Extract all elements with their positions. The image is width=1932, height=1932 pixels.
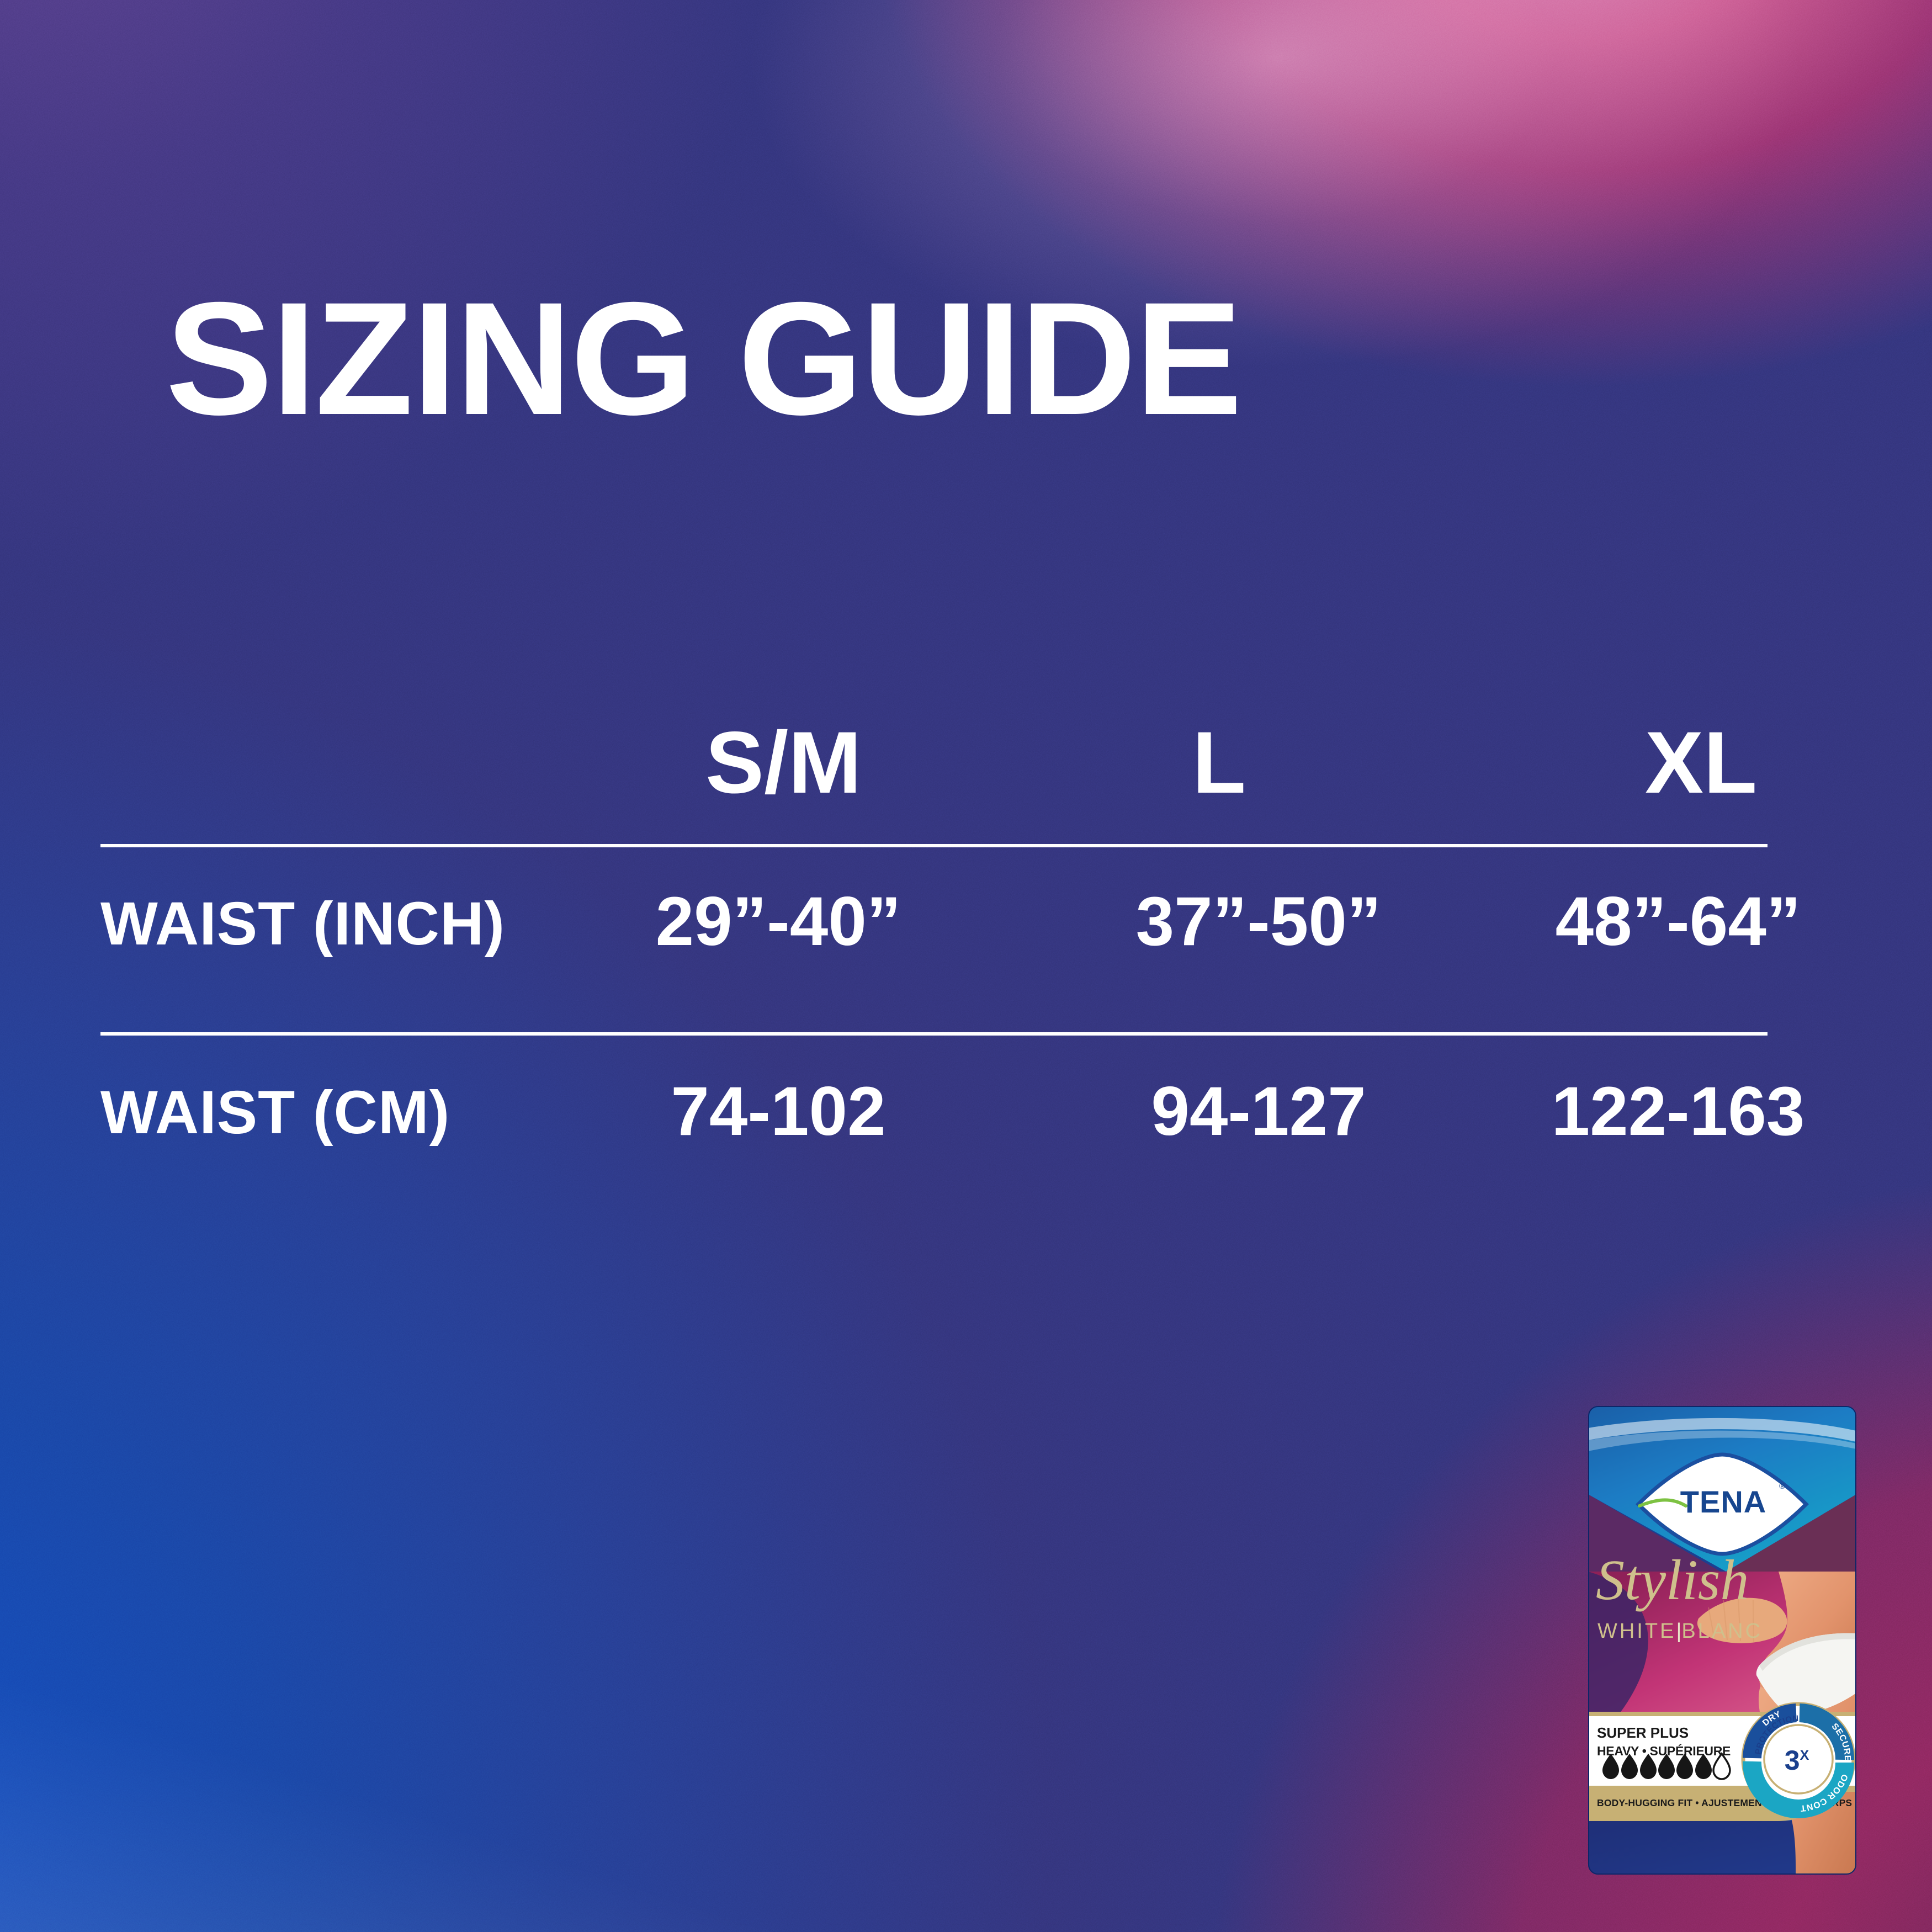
svg-text:WHITE|BLANC: WHITE|BLANC — [1597, 1620, 1763, 1643]
svg-text:TENA: TENA — [1680, 1484, 1766, 1519]
svg-text:®: ® — [1779, 1482, 1785, 1491]
svg-text:Stylish: Stylish — [1596, 1548, 1749, 1612]
svg-text:SUPER PLUS: SUPER PLUS — [1597, 1724, 1689, 1741]
svg-text:HEAVY • SUPÉRIEURE: HEAVY • SUPÉRIEURE — [1597, 1743, 1731, 1758]
